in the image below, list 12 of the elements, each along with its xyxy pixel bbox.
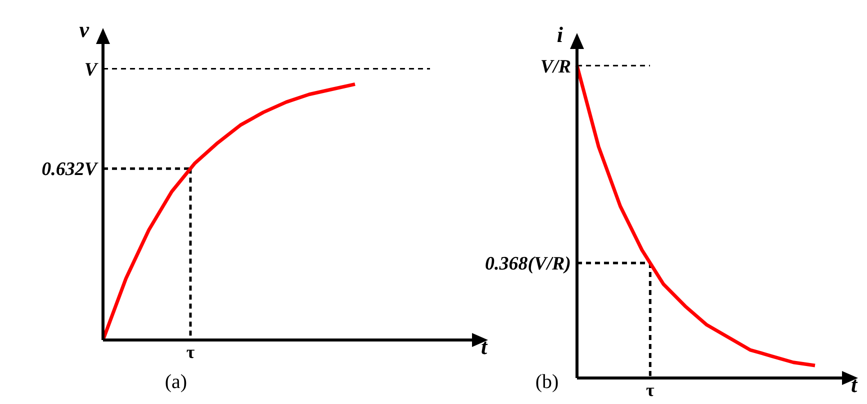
ref-line-label: V [84, 59, 98, 80]
text: (a) [164, 371, 188, 393]
text: τ [186, 342, 196, 362]
x-axis-title: t [480, 334, 488, 359]
text: (b) [535, 371, 559, 393]
text: τ [646, 380, 656, 400]
x-axis-title: t [850, 372, 858, 397]
ref-line-label: 0.632V [42, 159, 98, 180]
ref-line-label: V/R [540, 56, 571, 78]
y-axis-title: i [556, 22, 564, 47]
y-axis-title: v [79, 17, 90, 42]
ref-line-label: 0.368(V/R) [484, 254, 571, 275]
